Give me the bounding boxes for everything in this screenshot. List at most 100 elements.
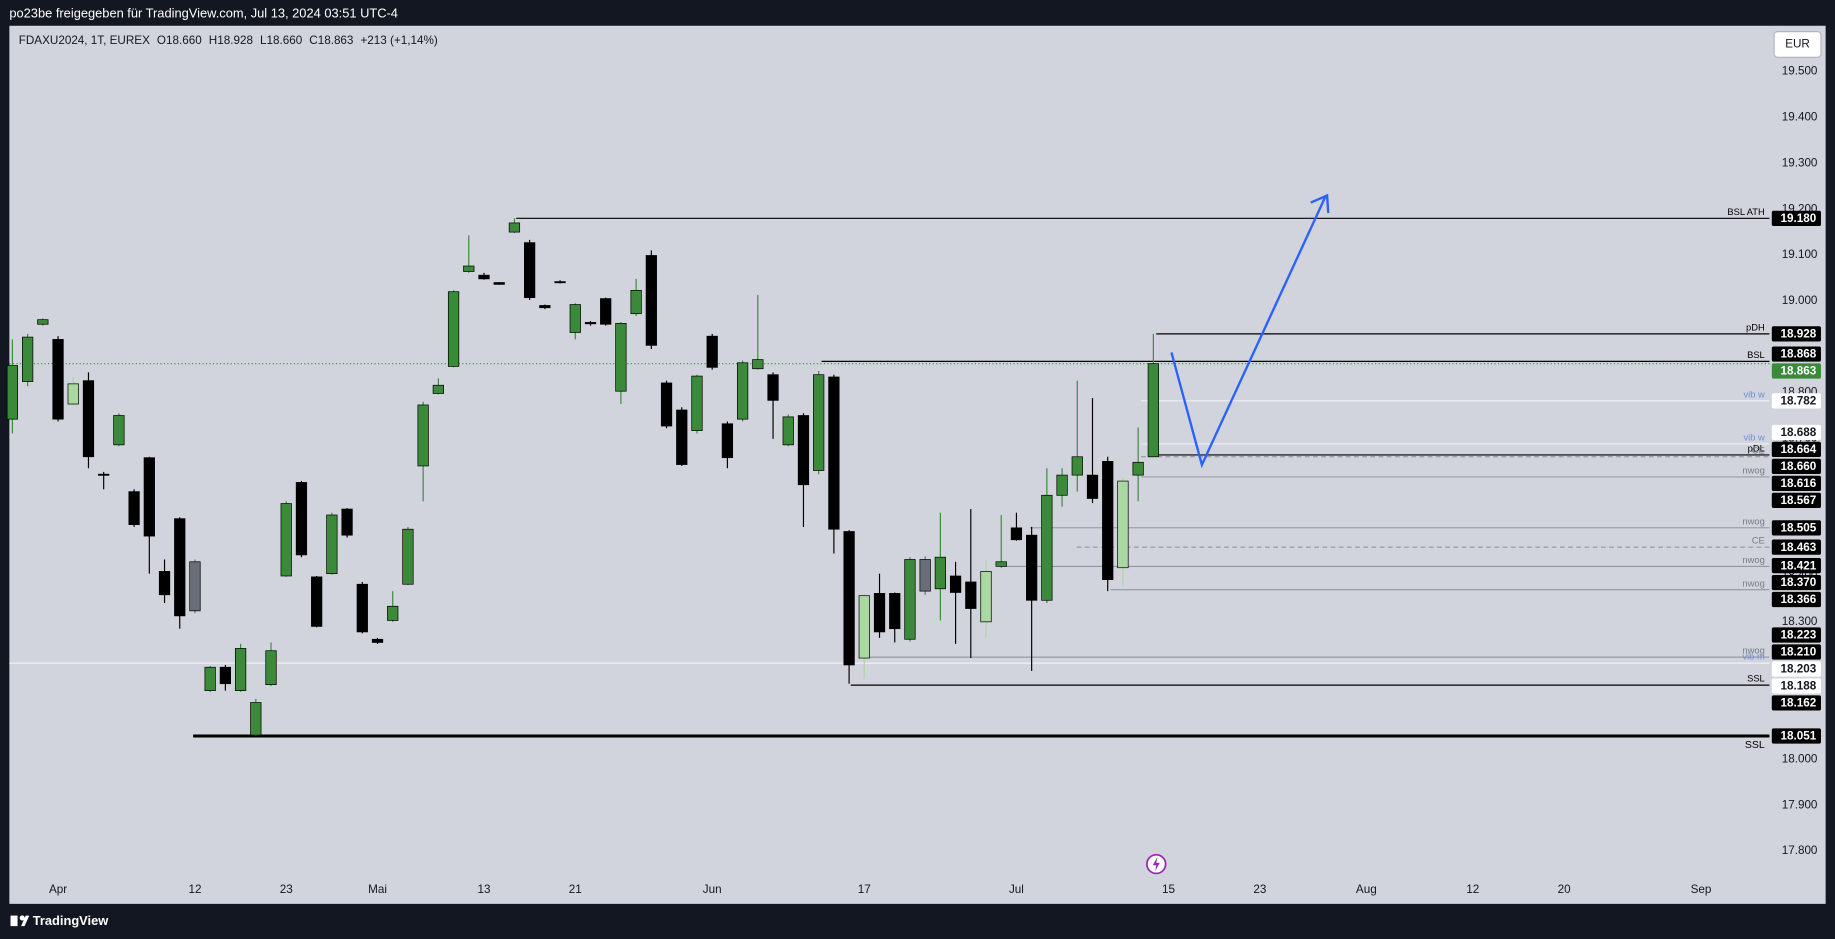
- y-tick-label: 19.500: [1782, 65, 1818, 78]
- candle-body: [858, 595, 870, 659]
- level-label: vib w: [1743, 433, 1765, 443]
- candle-body: [508, 222, 521, 233]
- candle-body: [736, 362, 749, 420]
- candle-body: [1147, 363, 1159, 458]
- price-label-box: [1771, 557, 1821, 574]
- price-label: 18.863: [1781, 365, 1817, 378]
- candle-body: [934, 556, 946, 590]
- candle-body: [584, 322, 597, 325]
- candle-body: [1056, 474, 1068, 496]
- candle-body: [691, 375, 703, 431]
- price-label-box: [1771, 678, 1821, 694]
- x-tick-label: 12: [188, 883, 201, 896]
- candle-body: [463, 265, 475, 272]
- candle-body: [919, 559, 931, 592]
- candle-body: [797, 415, 810, 486]
- level-label: nwog: [1742, 555, 1764, 565]
- candle-body: [752, 359, 764, 370]
- candle-body: [37, 319, 49, 325]
- x-tick-label: Apr: [49, 883, 67, 896]
- candle-body: [6, 365, 19, 420]
- x-tick-label: 12: [1466, 883, 1479, 896]
- price-label-box: [1771, 644, 1821, 660]
- candle-body: [630, 289, 642, 315]
- price-label: 18.688: [1781, 426, 1817, 439]
- candle-body: [174, 518, 186, 617]
- x-tick-label: Sep: [1691, 883, 1712, 896]
- candle-body: [1117, 480, 1129, 569]
- x-tick-label: Aug: [1356, 883, 1377, 896]
- level-label: nwog: [1742, 578, 1764, 588]
- candle-body: [493, 282, 505, 285]
- level-label: nwog: [1742, 466, 1764, 476]
- price-label-box: [1771, 492, 1821, 508]
- candle-body: [402, 528, 414, 585]
- candle-body: [143, 457, 155, 537]
- price-label-box: [1771, 210, 1821, 226]
- price-label: 18.203: [1781, 663, 1817, 676]
- level-label: pDH: [1746, 322, 1765, 332]
- x-tick-label: 13: [477, 883, 490, 896]
- candle-body: [949, 575, 962, 593]
- flash-icon[interactable]: [1145, 853, 1167, 875]
- candle-body: [767, 374, 779, 401]
- x-tick-label: 20: [1558, 883, 1571, 896]
- price-label-box: [1771, 695, 1821, 711]
- candle-body: [113, 415, 125, 446]
- price-label: 18.664: [1781, 443, 1817, 456]
- candle-body: [813, 374, 825, 471]
- logo: [10, 915, 30, 927]
- candle-body: [417, 404, 429, 467]
- price-label-box: [1771, 574, 1821, 591]
- x-tick-label: Jul: [1009, 883, 1024, 896]
- level-label: nwog: [1742, 646, 1764, 656]
- price-label: 18.616: [1781, 477, 1817, 490]
- candle-body: [52, 339, 64, 420]
- candle-body: [676, 409, 688, 465]
- candle-body: [843, 531, 855, 666]
- price-label-box: [1771, 346, 1821, 362]
- candle-body: [82, 380, 95, 458]
- candle-body: [1132, 461, 1144, 476]
- candle-body: [1102, 461, 1114, 581]
- candle-body: [341, 508, 353, 536]
- level-label: vib w: [1743, 389, 1765, 399]
- candle-body: [782, 416, 794, 446]
- candle-body: [1010, 527, 1023, 541]
- candle-body: [158, 571, 171, 596]
- price-label-box: [1771, 728, 1821, 744]
- ohlc-value: C18.863: [309, 34, 353, 47]
- candle-body: [1041, 494, 1053, 601]
- currency[interactable]: EUR: [1785, 38, 1810, 51]
- price-label: 18.421: [1781, 559, 1817, 572]
- candle-body: [478, 274, 490, 280]
- y-tick-label: 18.300: [1782, 615, 1818, 628]
- price-label: 18.660: [1781, 460, 1817, 473]
- candle-body: [234, 648, 247, 691]
- price-label-box: [1771, 441, 1821, 458]
- price-label: 18.782: [1781, 395, 1817, 408]
- candle-body: [706, 335, 718, 368]
- price-label: 18.567: [1781, 494, 1817, 507]
- x-tick-label: 23: [1253, 883, 1266, 896]
- price-label-box: [1771, 424, 1821, 441]
- candle-body: [128, 491, 140, 525]
- price-label-box: [1771, 661, 1821, 677]
- candle-body: [1071, 456, 1083, 476]
- candle-body: [889, 593, 901, 630]
- x-tick-label: 21: [569, 883, 582, 896]
- price-label: 18.928: [1781, 328, 1817, 341]
- currency-button[interactable]: [1773, 31, 1822, 58]
- candle-body: [539, 305, 551, 309]
- level-label: SSL: [1747, 674, 1765, 684]
- candle-body: [432, 384, 444, 394]
- candle-body: [326, 514, 338, 575]
- level-label: nwog: [1742, 516, 1764, 526]
- price-label: 18.223: [1781, 629, 1817, 642]
- candle-body: [828, 376, 840, 530]
- candle-body: [1086, 474, 1099, 499]
- level-label: BSL: [1747, 350, 1765, 360]
- candle-body: [660, 382, 673, 427]
